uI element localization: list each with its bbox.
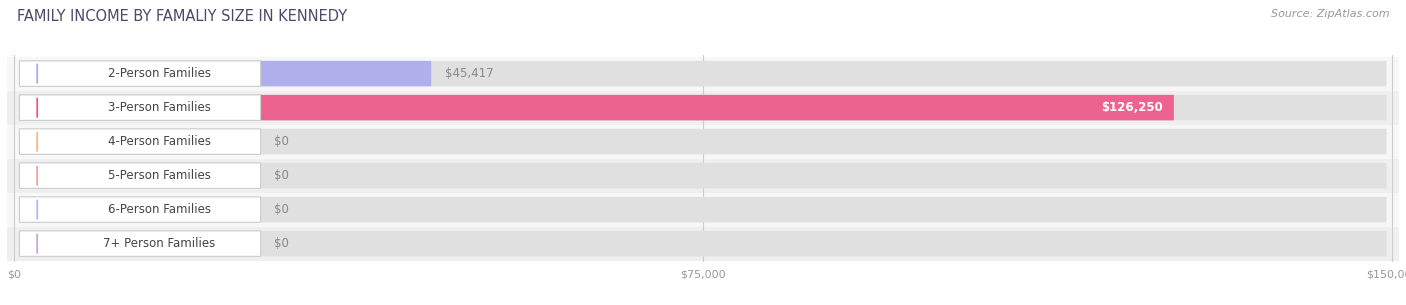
Text: 2-Person Families: 2-Person Families: [108, 67, 211, 80]
Bar: [6, 57, 1400, 91]
Text: 4-Person Families: 4-Person Families: [108, 135, 211, 148]
FancyBboxPatch shape: [20, 231, 260, 256]
FancyBboxPatch shape: [20, 163, 260, 188]
Text: $0: $0: [274, 203, 290, 216]
Bar: [6, 192, 1400, 227]
Text: $126,250: $126,250: [1101, 101, 1163, 114]
Text: 6-Person Families: 6-Person Families: [108, 203, 211, 216]
FancyBboxPatch shape: [20, 95, 260, 120]
FancyBboxPatch shape: [20, 61, 260, 86]
Text: Source: ZipAtlas.com: Source: ZipAtlas.com: [1271, 9, 1389, 19]
FancyBboxPatch shape: [20, 129, 260, 154]
Text: 5-Person Families: 5-Person Families: [108, 169, 211, 182]
FancyBboxPatch shape: [20, 129, 1386, 154]
FancyBboxPatch shape: [20, 61, 1386, 86]
Bar: [6, 91, 1400, 125]
Text: FAMILY INCOME BY FAMALIY SIZE IN KENNEDY: FAMILY INCOME BY FAMALIY SIZE IN KENNEDY: [17, 9, 347, 24]
Bar: [6, 159, 1400, 192]
FancyBboxPatch shape: [20, 197, 260, 222]
Text: $0: $0: [274, 237, 290, 250]
Text: 3-Person Families: 3-Person Families: [108, 101, 211, 114]
FancyBboxPatch shape: [20, 61, 432, 86]
FancyBboxPatch shape: [20, 95, 1386, 120]
Bar: [6, 227, 1400, 260]
Text: 7+ Person Families: 7+ Person Families: [103, 237, 215, 250]
Text: $0: $0: [274, 169, 290, 182]
FancyBboxPatch shape: [20, 197, 1386, 222]
Text: $45,417: $45,417: [444, 67, 494, 80]
FancyBboxPatch shape: [20, 163, 1386, 188]
Text: $0: $0: [274, 135, 290, 148]
Bar: [6, 125, 1400, 159]
FancyBboxPatch shape: [20, 95, 1174, 120]
FancyBboxPatch shape: [20, 231, 1386, 256]
